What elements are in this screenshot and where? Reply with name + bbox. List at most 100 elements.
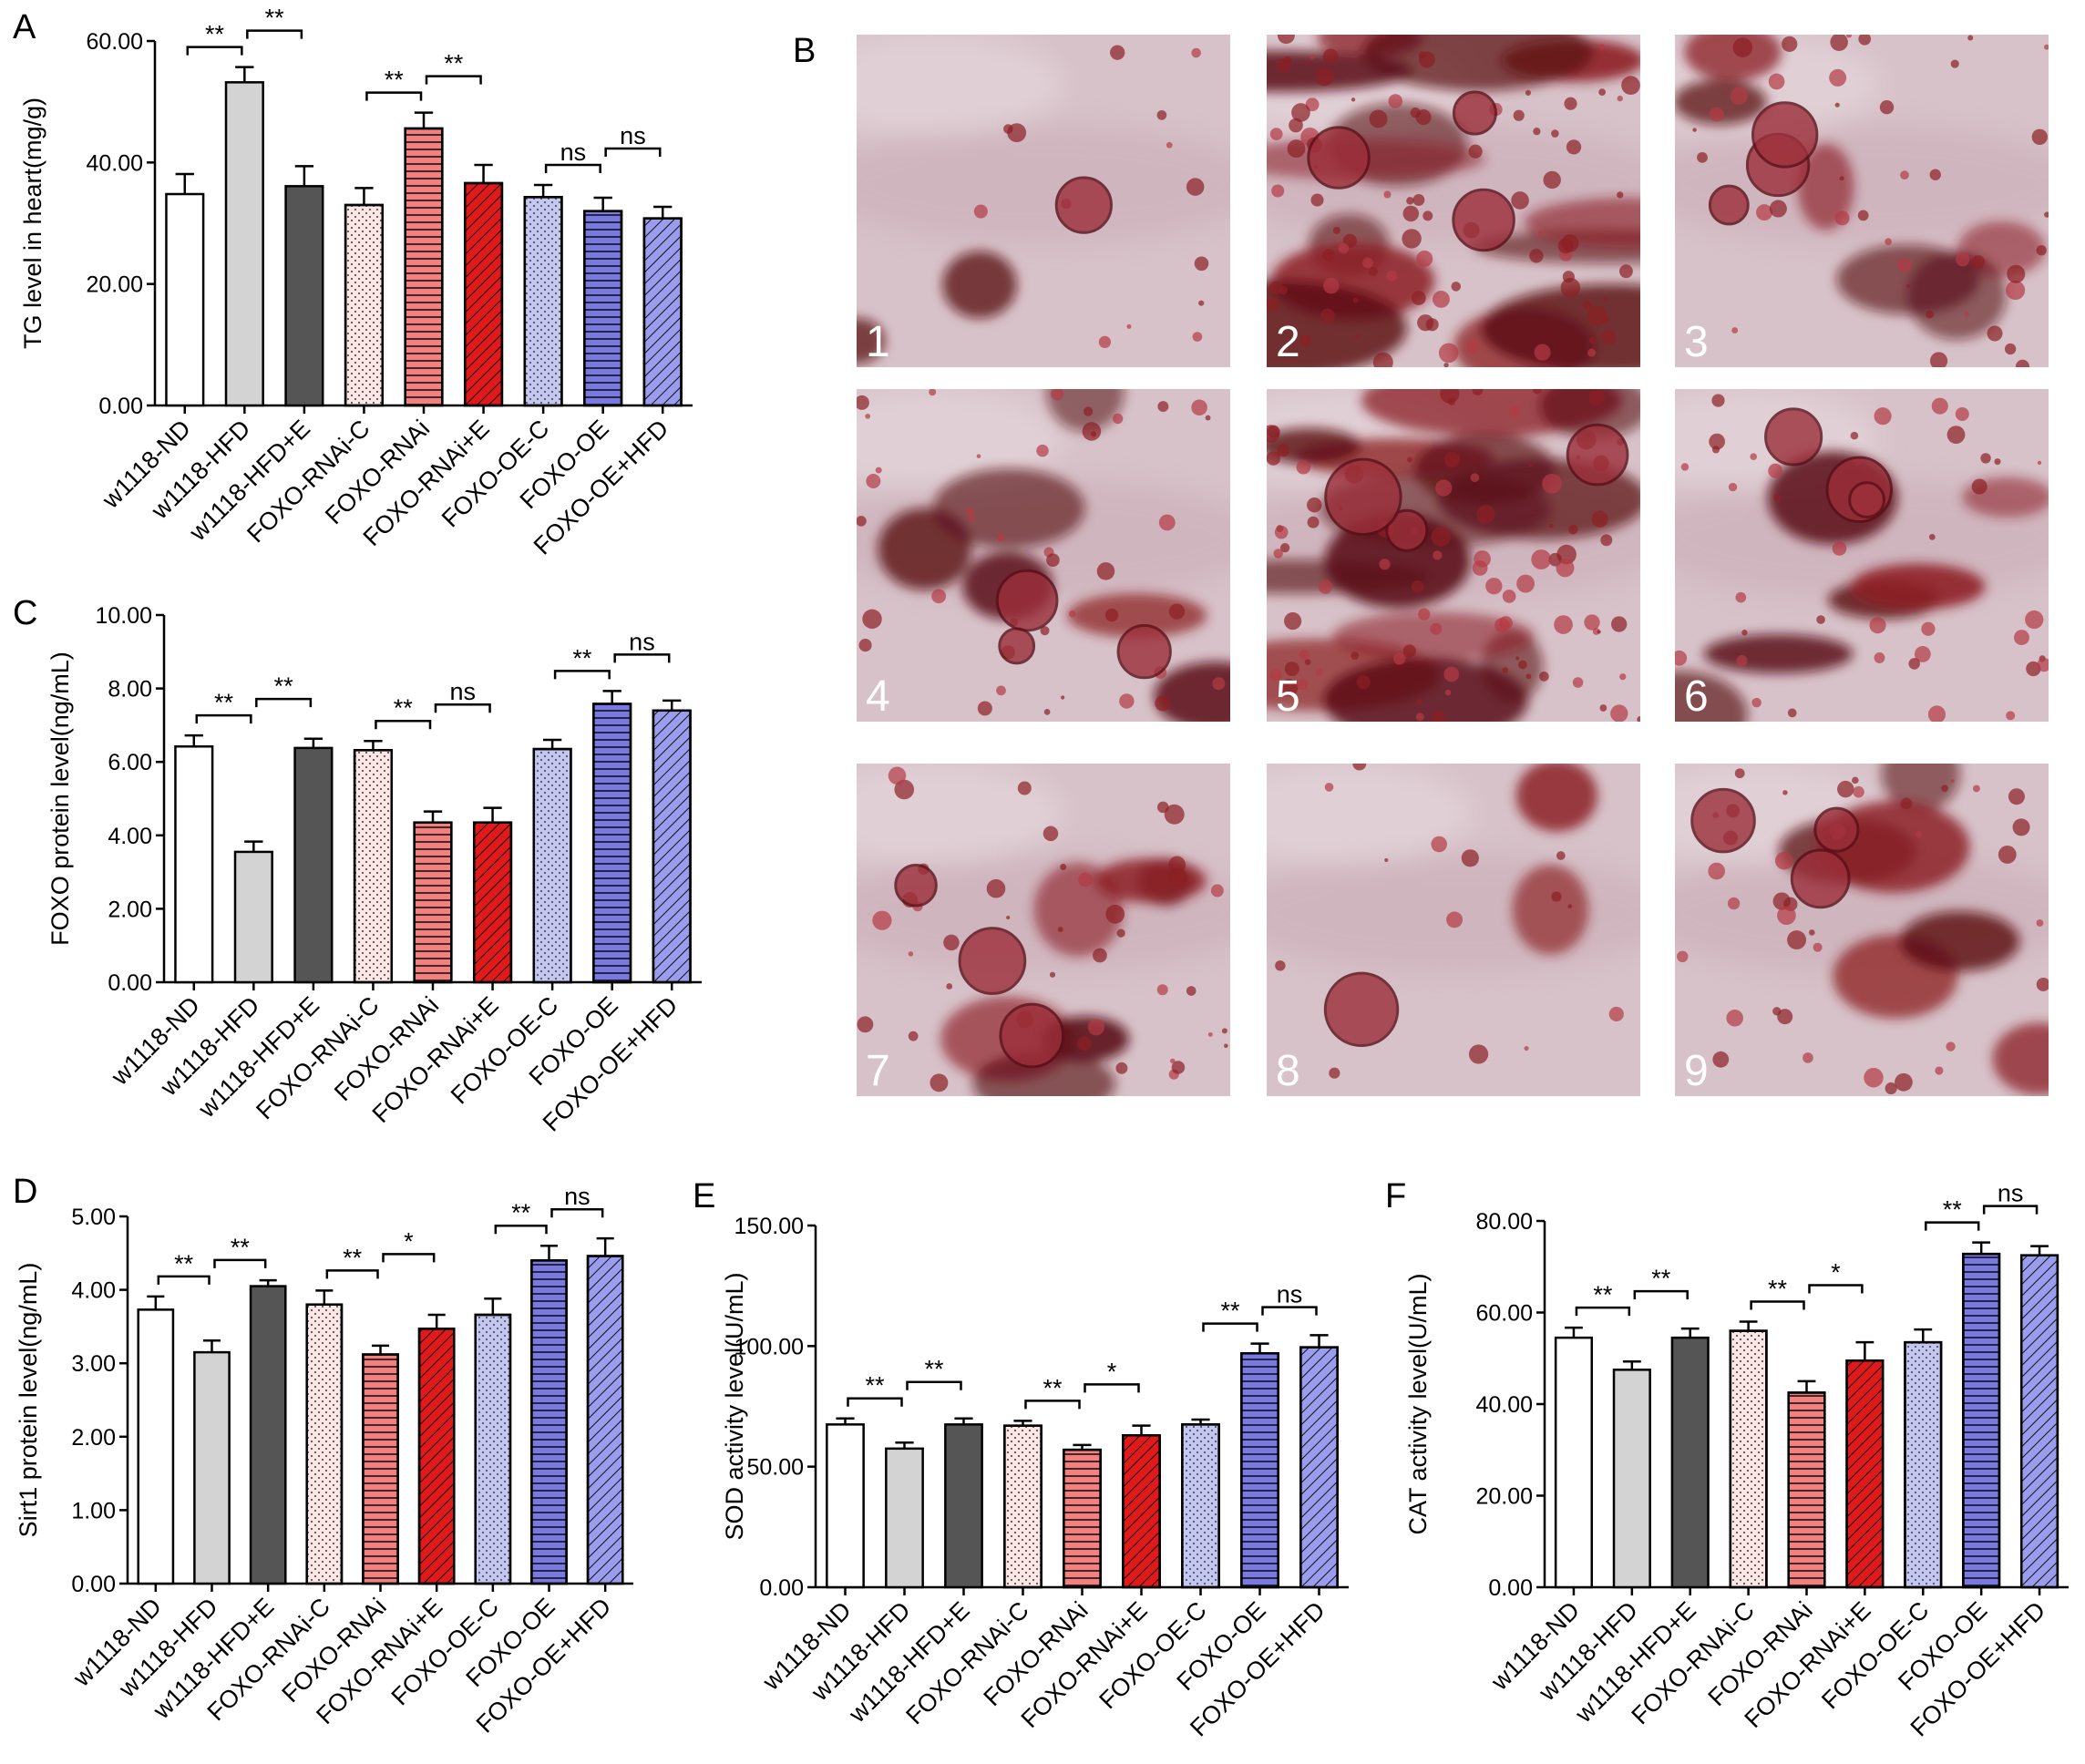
micrograph-number: 1 [866, 318, 890, 366]
bar-pattern [530, 1259, 568, 1585]
bar-pattern [474, 1313, 512, 1585]
bar-w1118-hfd [1612, 1369, 1651, 1589]
significance-bracket: ** [494, 1199, 548, 1235]
significance-label: * [404, 1227, 414, 1255]
significance-label: ** [265, 5, 285, 32]
y-tick-label: 20.00 [86, 272, 143, 298]
panel-letter-a: A [13, 8, 36, 46]
significance-bracket: ** [375, 694, 432, 730]
bar-pattern [583, 210, 623, 407]
y-tick-label: 4.00 [71, 1278, 116, 1304]
micrograph-number: 7 [866, 1047, 890, 1095]
y-axis-label: Sirt1 protein level(ng/mL) [15, 1263, 42, 1538]
significance-bracket: * [1084, 1358, 1140, 1393]
micrograph-4 [857, 389, 1230, 722]
micrograph-5 [1267, 389, 1640, 722]
significance-label: ** [394, 694, 414, 722]
y-tick-label: 150.00 [734, 1214, 804, 1239]
bar-pattern [2020, 1254, 2059, 1589]
significance-label: ns [560, 138, 587, 166]
significance-bracket: ** [1750, 1276, 1805, 1310]
bar-pattern [1729, 1329, 1768, 1589]
significance-bracket: ** [157, 1250, 211, 1285]
bar-pattern [1904, 1340, 1943, 1589]
bar-w1118-nd [137, 1308, 175, 1585]
y-tick-label: 60.00 [1475, 1301, 1533, 1327]
bar-pattern [417, 1328, 456, 1585]
y-axis-label: TG level in heart(mg/g) [19, 97, 46, 349]
micrograph-9 [1675, 764, 2049, 1096]
significance-label: ** [444, 50, 464, 77]
significance-bracket: ** [425, 50, 482, 85]
significance-label: ns [1277, 1281, 1303, 1308]
significance-bracket: ** [1633, 1265, 1689, 1300]
y-tick-label: 2.00 [71, 1425, 116, 1451]
y-tick-label: 80.00 [1475, 1209, 1533, 1235]
bar-pattern [642, 217, 683, 407]
significance-bracket: ns [613, 628, 671, 663]
panel-letter-e: E [693, 1177, 715, 1215]
significance-bracket: ns [434, 678, 491, 713]
significance-label: ns [564, 1183, 591, 1210]
bar-w1118-nd [1554, 1336, 1594, 1589]
micrograph-number: 6 [1684, 672, 1709, 721]
y-axis-label: CAT activity level(U/mL) [1404, 1273, 1432, 1534]
panel-letter-c: C [13, 594, 37, 632]
y-axis-label: SOD activity level(U/mL) [721, 1272, 748, 1540]
micrograph-number: 8 [1276, 1047, 1300, 1095]
significance-bracket: ** [847, 1372, 903, 1407]
chart-a-tg-level: 0.00 20.00 40.00 60.00 TG level in heart(mg/… [19, 5, 693, 560]
y-tick-label: 0.00 [1488, 1575, 1533, 1601]
significance-label: ** [174, 1250, 194, 1277]
bar-pattern [532, 747, 572, 984]
bar-pattern [1003, 1424, 1042, 1589]
bar-pattern [1845, 1359, 1885, 1589]
significance-bracket: ** [906, 1356, 962, 1390]
y-tick-label: 0.00 [98, 394, 143, 419]
y-tick-label: 10.00 [95, 603, 152, 629]
micrograph-number: 2 [1276, 318, 1300, 366]
y-tick-label: 0.00 [759, 1575, 804, 1601]
chart-e-sod-activity: 0.00 50.00 100.00 150.00 SOD activity level(… [721, 1214, 1349, 1742]
y-tick-label: 60.00 [86, 29, 143, 55]
micrograph-number: 5 [1276, 672, 1300, 721]
bar-w1118-nd [826, 1423, 865, 1589]
y-tick-label: 6.00 [108, 750, 152, 775]
y-tick-label: 0.00 [71, 1572, 116, 1597]
bar-pattern [404, 127, 444, 407]
significance-bracket: ** [1024, 1374, 1081, 1410]
significance-label: ** [572, 644, 592, 672]
significance-label: ** [865, 1372, 885, 1400]
bar-pattern [1122, 1434, 1161, 1589]
significance-label: ** [205, 21, 225, 48]
y-tick-label: 5.00 [71, 1205, 116, 1230]
significance-bracket: ns [1261, 1281, 1318, 1316]
bar-w1118-hfd [224, 81, 264, 407]
bar-w1118-nd [165, 192, 205, 407]
bar-pattern [1181, 1423, 1220, 1589]
significance-label: ** [511, 1199, 531, 1226]
y-tick-label: 2.00 [108, 897, 152, 922]
significance-label: ns [629, 628, 655, 655]
bar-pattern [586, 1255, 624, 1585]
significance-bracket: * [382, 1227, 436, 1263]
bar-pattern [523, 196, 563, 407]
bar-pattern [305, 1303, 344, 1585]
y-tick-label: 40.00 [1475, 1392, 1533, 1418]
bar-w1118-hfd [233, 850, 273, 984]
significance-bracket: ** [255, 672, 313, 708]
bar-w1118-hfd-e [284, 185, 324, 407]
bar-w1118-hfd [885, 1447, 924, 1589]
bar-pattern [1787, 1391, 1826, 1589]
y-tick-label: 8.00 [108, 677, 152, 703]
bar-w1118-hfd-e [249, 1285, 287, 1585]
panel-letter-b: B [793, 32, 816, 70]
y-tick-label: 4.00 [108, 824, 152, 849]
bar-pattern [413, 821, 453, 984]
micrograph-6 [1675, 389, 2049, 722]
micrograph-3 [1675, 35, 2049, 367]
micrograph-2 [1267, 35, 1640, 367]
y-tick-label: 40.00 [86, 150, 143, 176]
significance-label: ** [231, 1234, 251, 1261]
bar-w1118-hfd-e [1670, 1336, 1710, 1589]
